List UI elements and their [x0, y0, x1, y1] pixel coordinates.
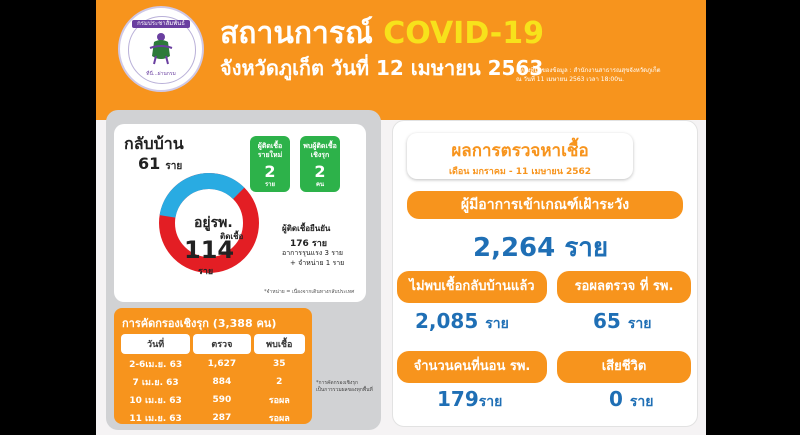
severe-note: อาการรุนแรง 3 ราย: [282, 249, 343, 257]
row-date: 7 เม.ย. 63: [132, 378, 179, 388]
row-found: รอผล: [268, 414, 290, 424]
source-line-1: แหล่งที่มาของข้อมูล : สำนักงานสาธารณสุขจ…: [516, 67, 661, 74]
source-line-2: ณ วันที่ 11 เมษายน 2563 เวลา 18:00น.: [516, 76, 625, 83]
negative-stat: 2,085 ราย: [415, 309, 509, 335]
surveillance-value: 2,264: [473, 233, 556, 263]
proactive-cases-value: 2: [314, 162, 326, 181]
confirmed-label: ผู้ติดเชื้อยืนยัน: [282, 224, 331, 233]
row-found: 2: [276, 377, 283, 387]
discharge-footnote: *จำหน่าย = เนื่องจากเดินทางกลับประเทศ: [264, 289, 355, 295]
row-date: 11 เม.ย. 63: [129, 414, 182, 424]
infected-label: ติดเชื้อ: [220, 232, 244, 241]
header-tested: ตรวจ: [193, 334, 251, 354]
pending-stat: 65 ราย: [593, 309, 651, 335]
negative-label: ไม่พบเชื้อกลับบ้านแล้ว: [397, 271, 547, 303]
table-header-row: วันที่ ตรวจ พบเชื้อ: [121, 334, 305, 354]
surveillance-stat: 2,264 ราย: [473, 227, 608, 268]
title-covid: COVID-19: [383, 16, 545, 51]
logo-bottom-text: ที่นี่...ผ่านกรมประชาสัมพันธ์ครบทุกมิติ: [146, 71, 176, 77]
deity-emblem-icon: [149, 33, 173, 65]
table-row: 7 เม.ย. 63 884 2: [121, 374, 305, 390]
screening-table: วันที่ ตรวจ พบเชื้อ 2-6เม.ย. 63 1,627 35…: [118, 332, 308, 428]
screening-title: การคัดกรองเชิงรุก (3,388 คน): [122, 317, 277, 330]
screening-card: การคัดกรองเชิงรุก (3,388 คน) วันที่ ตรวจ…: [114, 308, 312, 424]
home-count: 61 ราย: [138, 154, 182, 174]
negative-value: 2,085: [415, 309, 479, 333]
deaths-unit: ราย: [629, 394, 654, 410]
row-date: 2-6เม.ย. 63: [129, 360, 183, 370]
home-value: 61: [138, 154, 161, 173]
deaths-value: 0: [609, 387, 623, 411]
hospital-label: อยู่รพ.: [194, 215, 233, 231]
logo-ring: [128, 16, 196, 84]
row-found: รอผล: [268, 396, 290, 406]
cases-panel: กลับบ้าน 61 ราย อยู่รพ. ติดเชื้อ 114 ราย…: [106, 110, 381, 430]
new-cases-box: ผู้ติดเชื้อ รายใหม่ 2 ราย: [250, 136, 290, 192]
donut-home-arc: [159, 173, 245, 219]
header-date: วันที่: [121, 334, 191, 354]
logo-top-text: กรมประชาสัมพันธ์: [132, 20, 190, 28]
row-tested: 590: [212, 395, 232, 405]
new-cases-unit: ราย: [264, 181, 276, 188]
proactive-cases-box: พบผู้ติดเชื้อ เชิงรุก 2 คน: [300, 136, 340, 192]
proactive-cases-unit: คน: [315, 181, 325, 188]
pending-value: 65: [593, 309, 621, 333]
header-banner: กรมประชาสัมพันธ์ ที่นี่...ผ่านกรมประชาสั…: [96, 0, 706, 120]
data-source: แหล่งที่มาของข้อมูล : สำนักงานสาธารณสุขจ…: [516, 66, 696, 84]
row-date: 10 เม.ย. 63: [129, 396, 182, 406]
total-cases-value: 114: [184, 236, 235, 264]
results-period: เดือน มกราคม - 11 เมษายน 2562: [448, 167, 592, 177]
results-header: ผลการตรวจหาเชื้อ เดือน มกราคม - 11 เมษาย…: [407, 133, 633, 179]
cases-donut-chart: [159, 173, 259, 273]
new-cases-value: 2: [264, 162, 276, 181]
page-title: สถานการณ์ COVID-19: [220, 10, 544, 57]
confirmed-value: 176 ราย: [290, 239, 328, 249]
results-panel: ผลการตรวจหาเชื้อ เดือน มกราคม - 11 เมษาย…: [392, 120, 698, 427]
discharged-note: + จำหน่าย 1 ราย: [290, 259, 345, 267]
admitted-value: 179: [437, 387, 479, 411]
results-title: ผลการตรวจหาเชื้อ: [451, 141, 589, 161]
total-cases-unit: ราย: [198, 267, 214, 277]
pending-label: รอผลตรวจ ที่ รพ.: [557, 271, 691, 303]
infographic-canvas: กรมประชาสัมพันธ์ ที่นี่...ผ่านกรมประชาสั…: [96, 0, 706, 435]
home-label: กลับบ้าน: [124, 134, 184, 153]
deaths-stat: 0 ราย: [609, 387, 653, 413]
page-subtitle: จังหวัดภูเก็ต วันที่ 12 เมษายน 2563: [220, 56, 544, 80]
surveillance-label: ผู้มีอาการเข้าเกณฑ์เฝ้าระวัง: [407, 191, 683, 219]
prd-logo: กรมประชาสัมพันธ์ ที่นี่...ผ่านกรมประชาสั…: [118, 6, 204, 92]
new-cases-label: ผู้ติดเชื้อ รายใหม่: [257, 142, 283, 159]
admitted-stat: 179ราย: [437, 387, 502, 413]
table-row: 2-6เม.ย. 63 1,627 35: [121, 356, 305, 372]
negative-unit: ราย: [485, 316, 509, 332]
header-found: พบเชื้อ: [253, 334, 305, 354]
deaths-label: เสียชีวิต: [557, 351, 691, 383]
pending-unit: ราย: [627, 316, 652, 332]
admitted-unit: ราย: [478, 394, 503, 410]
row-found: 35: [273, 359, 286, 369]
cases-card: กลับบ้าน 61 ราย อยู่รพ. ติดเชื้อ 114 ราย…: [114, 124, 366, 302]
screening-note: *การคัดกรองเชิงรุก เป็นการรวมผลของทุกพื้…: [316, 380, 373, 393]
surveillance-unit: ราย: [564, 233, 609, 263]
row-tested: 884: [212, 377, 232, 387]
row-tested: 287: [212, 413, 232, 423]
table-row: 11 เม.ย. 63 287 รอผล: [121, 410, 305, 426]
title-thai: สถานการณ์: [220, 16, 373, 51]
row-tested: 1,627: [207, 359, 237, 369]
proactive-cases-label: พบผู้ติดเชื้อ เชิงรุก: [303, 142, 337, 159]
table-row: 10 เม.ย. 63 590 รอผล: [121, 392, 305, 408]
admitted-label: จำนวนคนที่นอน รพ.: [397, 351, 547, 383]
home-unit: ราย: [165, 161, 183, 172]
